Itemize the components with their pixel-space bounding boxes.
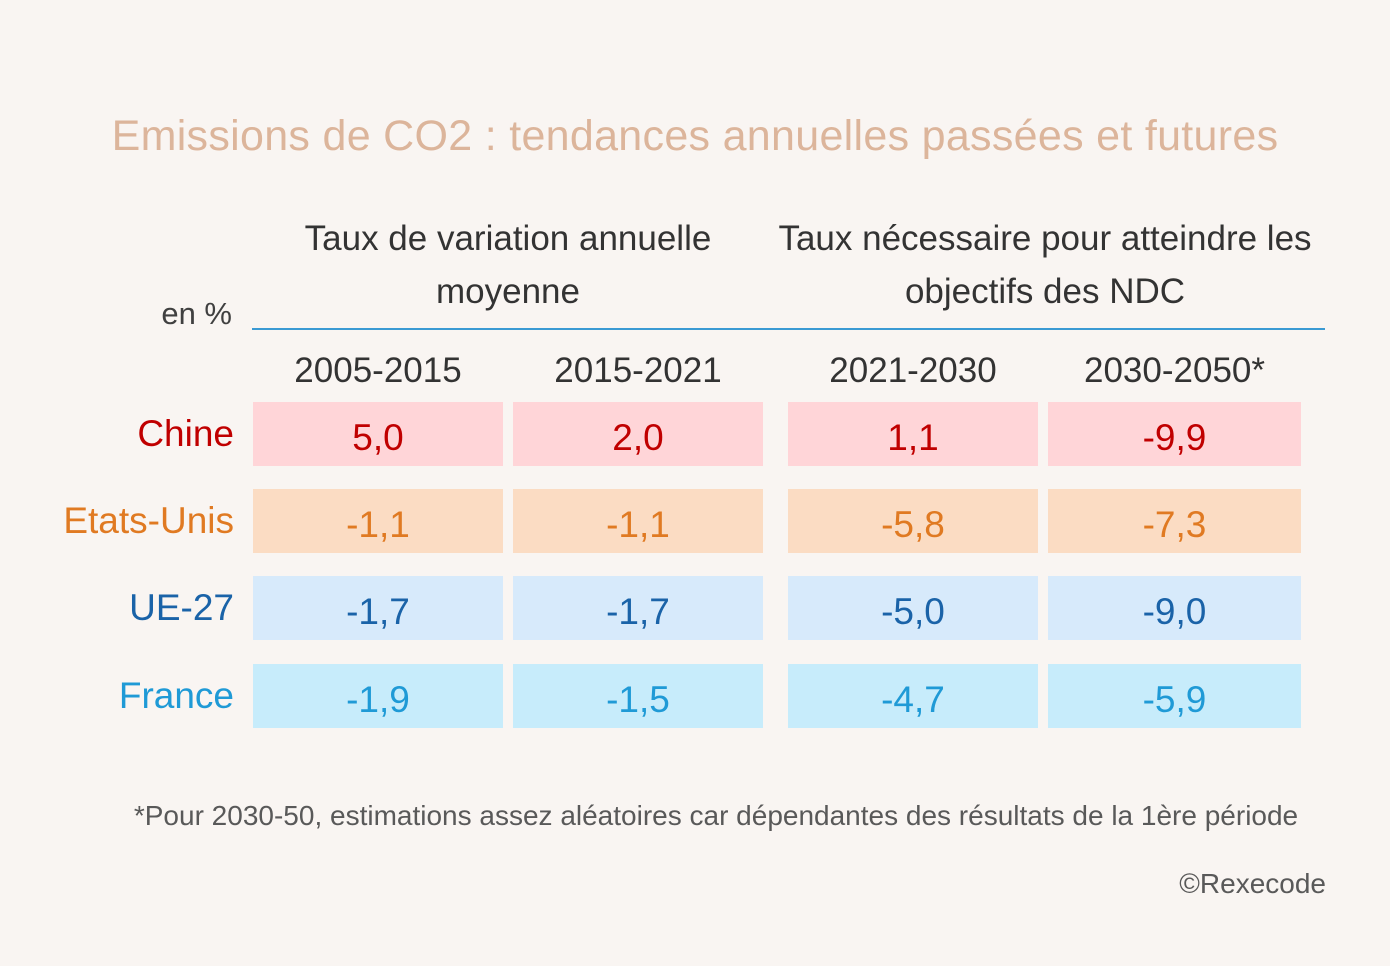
- cell-etats-unis-2015-2021: -1,1: [513, 489, 763, 553]
- row-label-france: France: [118, 675, 234, 716]
- column-header-2015-2021: 2015-2021: [554, 351, 722, 390]
- cell-france-2005-2015: -1,9: [253, 664, 503, 728]
- cell-chine-2030-2050: -9,9: [1048, 402, 1301, 466]
- footnote: *Pour 2030-50, estimations assez aléatoi…: [133, 800, 1299, 831]
- cell-chine-2021-2030: 1,1: [788, 402, 1038, 466]
- source-credit: ©Rexecode: [1179, 868, 1326, 899]
- cell-ue-27-2015-2021: -1,7: [513, 576, 763, 640]
- chart-title: Emissions de CO2 : tendances annuelles p…: [111, 112, 1279, 160]
- cell-etats-unis-2005-2015: -1,1: [253, 489, 503, 553]
- cell-etats-unis-2030-2050: -7,3: [1048, 489, 1301, 553]
- column-header-2021-2030: 2021-2030: [829, 351, 997, 390]
- column-header-2030-2050: 2030-2050*: [1084, 351, 1265, 390]
- group-header-past: Taux de variation annuelle moyenne: [304, 219, 712, 311]
- header-rule: [252, 328, 1325, 330]
- row-label-etats-unis: Etats-Unis: [63, 500, 234, 541]
- cell-chine-2005-2015: 5,0: [253, 402, 503, 466]
- group-header-future: Taux nécessaire pour atteindre les objec…: [778, 219, 1312, 311]
- column-header-2005-2015: 2005-2015: [294, 351, 462, 390]
- cell-france-2021-2030: -4,7: [788, 664, 1038, 728]
- unit-label: en %: [161, 296, 232, 331]
- cell-ue-27-2030-2050: -9,0: [1048, 576, 1301, 640]
- cell-etats-unis-2021-2030: -5,8: [788, 489, 1038, 553]
- cell-ue-27-2005-2015: -1,7: [253, 576, 503, 640]
- cell-france-2030-2050: -5,9: [1048, 664, 1301, 728]
- cell-ue-27-2021-2030: -5,0: [788, 576, 1038, 640]
- row-label-chine: Chine: [137, 413, 234, 454]
- row-label-ue-27: UE-27: [129, 587, 234, 628]
- cell-france-2015-2021: -1,5: [513, 664, 763, 728]
- cell-chine-2015-2021: 2,0: [513, 402, 763, 466]
